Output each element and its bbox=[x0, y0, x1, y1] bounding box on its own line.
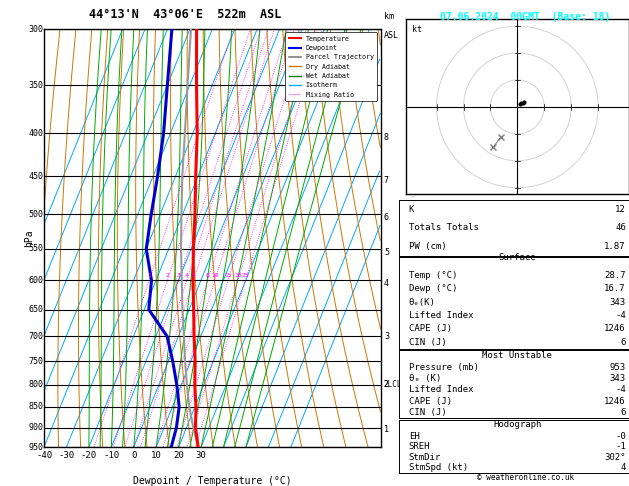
Text: 700: 700 bbox=[29, 332, 43, 341]
Text: StmSpd (kt): StmSpd (kt) bbox=[409, 463, 468, 472]
Text: 3: 3 bbox=[384, 332, 389, 341]
Text: 25: 25 bbox=[242, 274, 249, 278]
Text: 650: 650 bbox=[29, 305, 43, 314]
Text: Totals Totals: Totals Totals bbox=[409, 224, 479, 232]
Text: 1246: 1246 bbox=[604, 397, 626, 406]
Text: -30: -30 bbox=[58, 451, 74, 460]
Text: Mixing Ratio (g/kg): Mixing Ratio (g/kg) bbox=[409, 194, 419, 282]
Text: Dewp (°C): Dewp (°C) bbox=[409, 284, 457, 293]
Text: 1.87: 1.87 bbox=[604, 242, 626, 251]
Text: 850: 850 bbox=[29, 402, 43, 411]
Text: 400: 400 bbox=[29, 129, 43, 138]
Text: 6: 6 bbox=[384, 213, 389, 223]
Text: 5: 5 bbox=[191, 274, 195, 278]
Text: 600: 600 bbox=[29, 276, 43, 285]
Text: 343: 343 bbox=[610, 374, 626, 383]
Text: km: km bbox=[384, 12, 394, 21]
Text: 3: 3 bbox=[177, 274, 181, 278]
Text: EH: EH bbox=[409, 432, 420, 441]
Text: 900: 900 bbox=[29, 423, 43, 432]
Text: 1246: 1246 bbox=[604, 325, 626, 333]
Text: Lifted Index: Lifted Index bbox=[409, 385, 474, 395]
Text: SREH: SREH bbox=[409, 442, 430, 451]
Text: PW (cm): PW (cm) bbox=[409, 242, 447, 251]
Text: CAPE (J): CAPE (J) bbox=[409, 325, 452, 333]
Text: 4: 4 bbox=[185, 274, 189, 278]
Text: 1: 1 bbox=[147, 274, 151, 278]
Text: 300: 300 bbox=[29, 25, 43, 34]
Text: 800: 800 bbox=[29, 381, 43, 389]
Text: K: K bbox=[409, 205, 415, 213]
Text: 10: 10 bbox=[151, 451, 162, 460]
Text: -40: -40 bbox=[36, 451, 52, 460]
Text: 12: 12 bbox=[615, 205, 626, 213]
Text: 07.06.2024  00GMT  (Base: 18): 07.06.2024 00GMT (Base: 18) bbox=[440, 12, 610, 22]
Text: 550: 550 bbox=[29, 244, 43, 253]
Text: 2: 2 bbox=[165, 274, 169, 278]
Text: 28.7: 28.7 bbox=[604, 271, 626, 280]
Text: Temp (°C): Temp (°C) bbox=[409, 271, 457, 280]
Text: 953: 953 bbox=[610, 363, 626, 372]
Text: CIN (J): CIN (J) bbox=[409, 408, 447, 417]
Text: 1: 1 bbox=[384, 425, 389, 434]
Text: 30: 30 bbox=[196, 451, 206, 460]
Text: ASL: ASL bbox=[384, 31, 399, 40]
Text: 8: 8 bbox=[384, 134, 389, 142]
Text: CIN (J): CIN (J) bbox=[409, 338, 447, 347]
Text: 46: 46 bbox=[615, 224, 626, 232]
Text: 2LCL: 2LCL bbox=[384, 381, 403, 389]
Text: Most Unstable: Most Unstable bbox=[482, 351, 552, 360]
Text: -20: -20 bbox=[81, 451, 97, 460]
Text: 16.7: 16.7 bbox=[604, 284, 626, 293]
Text: 8: 8 bbox=[206, 274, 209, 278]
Text: -4: -4 bbox=[615, 385, 626, 395]
Legend: Temperature, Dewpoint, Parcel Trajectory, Dry Adiabat, Wet Adiabat, Isotherm, Mi: Temperature, Dewpoint, Parcel Trajectory… bbox=[285, 33, 377, 101]
Text: 0: 0 bbox=[131, 451, 136, 460]
Text: 950: 950 bbox=[29, 443, 43, 451]
Text: 20: 20 bbox=[173, 451, 184, 460]
Text: -1: -1 bbox=[615, 442, 626, 451]
Text: 450: 450 bbox=[29, 172, 43, 181]
Text: Hodograph: Hodograph bbox=[493, 420, 542, 429]
Text: CAPE (J): CAPE (J) bbox=[409, 397, 452, 406]
Text: 15: 15 bbox=[225, 274, 232, 278]
Text: 343: 343 bbox=[610, 298, 626, 307]
Text: hPa: hPa bbox=[24, 229, 34, 247]
Text: Dewpoint / Temperature (°C): Dewpoint / Temperature (°C) bbox=[133, 476, 292, 486]
Text: 5: 5 bbox=[384, 248, 389, 257]
Text: -0: -0 bbox=[615, 432, 626, 441]
Text: θₑ (K): θₑ (K) bbox=[409, 374, 441, 383]
Text: -10: -10 bbox=[103, 451, 120, 460]
Text: Lifted Index: Lifted Index bbox=[409, 311, 474, 320]
Text: 4: 4 bbox=[384, 279, 389, 288]
Text: 7: 7 bbox=[384, 175, 389, 185]
Text: θₑ(K): θₑ(K) bbox=[409, 298, 436, 307]
Text: -4: -4 bbox=[615, 311, 626, 320]
Text: kt: kt bbox=[413, 25, 423, 34]
Text: 4: 4 bbox=[620, 463, 626, 472]
Text: 6: 6 bbox=[620, 338, 626, 347]
Text: 20: 20 bbox=[234, 274, 242, 278]
Text: 44°13'N  43°06'E  522m  ASL: 44°13'N 43°06'E 522m ASL bbox=[89, 8, 282, 21]
Text: Surface: Surface bbox=[499, 253, 536, 262]
Text: 2: 2 bbox=[384, 381, 389, 389]
Text: Pressure (mb): Pressure (mb) bbox=[409, 363, 479, 372]
Text: 350: 350 bbox=[29, 81, 43, 89]
Text: StmDir: StmDir bbox=[409, 453, 441, 462]
Text: 6: 6 bbox=[620, 408, 626, 417]
Text: 750: 750 bbox=[29, 357, 43, 366]
Text: 10: 10 bbox=[211, 274, 218, 278]
Text: © weatheronline.co.uk: © weatheronline.co.uk bbox=[477, 473, 574, 482]
Text: 500: 500 bbox=[29, 210, 43, 219]
Text: 302°: 302° bbox=[604, 453, 626, 462]
